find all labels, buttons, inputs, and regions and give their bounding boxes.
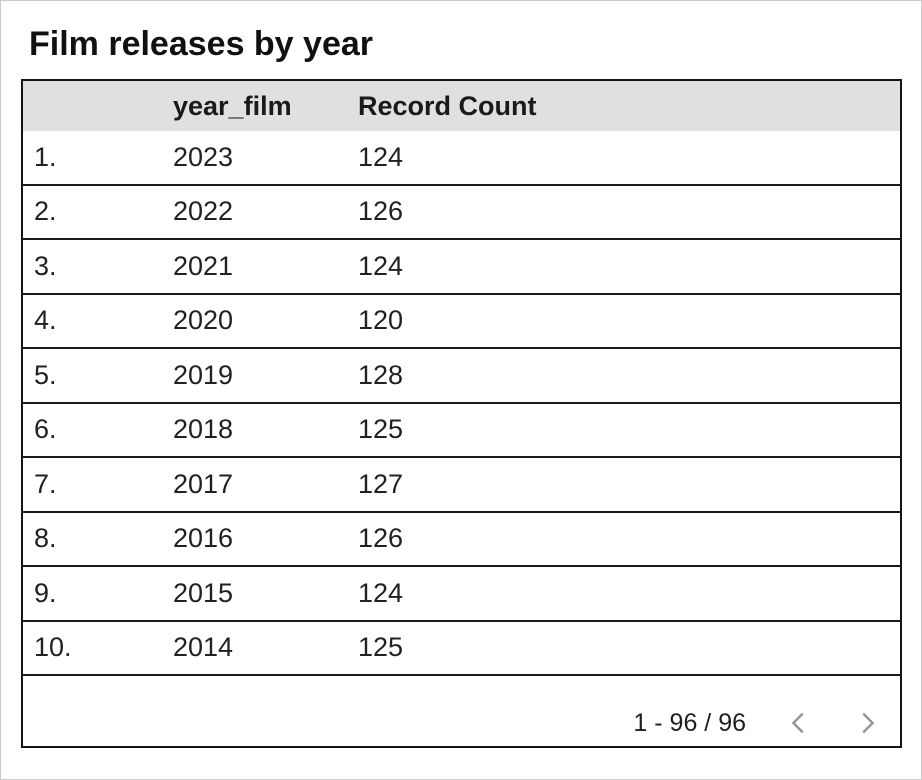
header-cell-record-count[interactable]: Record Count [358, 90, 537, 121]
table-row: 10. 2014 125 [23, 621, 900, 676]
table-row: 7. 2017 127 [23, 458, 900, 513]
cell-year-film: 2019 [173, 359, 234, 390]
table-body: 1. 2023 124 2. 2022 126 3. 2021 124 4. 2… [23, 131, 900, 676]
cell-record-count: 128 [358, 359, 404, 390]
cell-year-film: 2014 [173, 632, 234, 663]
cell-row-index: 8. [34, 523, 57, 554]
cell-year-film: 2015 [173, 577, 234, 608]
cell-row-index: 6. [34, 414, 57, 445]
cell-record-count: 124 [358, 250, 404, 281]
cell-year-film: 2022 [173, 196, 234, 227]
cell-year-film: 2018 [173, 414, 234, 445]
cell-record-count: 124 [358, 577, 404, 608]
cell-row-index: 3. [34, 250, 57, 281]
cell-year-film: 2016 [173, 523, 234, 554]
header-cell-year-film[interactable]: year_film [173, 90, 292, 121]
cell-row-index: 5. [34, 359, 57, 390]
chevron-left-icon [784, 708, 814, 738]
table-row: 4. 2020 120 [23, 294, 900, 349]
table-row: 5. 2019 128 [23, 349, 900, 404]
cell-record-count: 120 [358, 305, 404, 336]
data-table: year_film Record Count 1. 2023 124 2. 20… [21, 79, 902, 748]
chart-title: Film releases by year [29, 25, 374, 63]
chevron-right-icon [852, 708, 882, 738]
pagination-prev-button[interactable] [784, 708, 814, 738]
table-row: 1. 2023 124 [23, 131, 900, 186]
table-row: 3. 2021 124 [23, 240, 900, 295]
cell-record-count: 126 [358, 196, 404, 227]
table-row: 2. 2022 126 [23, 185, 900, 240]
cell-year-film: 2023 [173, 141, 234, 172]
cell-row-index: 4. [34, 305, 57, 336]
cell-year-film: 2020 [173, 305, 234, 336]
table-row: 9. 2015 124 [23, 567, 900, 622]
cell-year-film: 2017 [173, 468, 234, 499]
cell-row-index: 1. [34, 141, 57, 172]
cell-year-film: 2021 [173, 250, 234, 281]
cell-row-index: 9. [34, 577, 57, 608]
cell-record-count: 125 [358, 414, 404, 445]
cell-row-index: 2. [34, 196, 57, 227]
pagination-range-label: 1 - 96 / 96 [633, 708, 746, 737]
pagination-next-button[interactable] [852, 708, 882, 738]
cell-record-count: 126 [358, 523, 404, 554]
cell-record-count: 124 [358, 141, 404, 172]
table-header-row: year_film Record Count [23, 81, 900, 131]
table-row: 8. 2016 126 [23, 512, 900, 567]
cell-row-index: 10. [34, 632, 72, 663]
cell-record-count: 125 [358, 632, 404, 663]
table-row: 6. 2018 125 [23, 403, 900, 458]
cell-row-index: 7. [34, 468, 57, 499]
table-footer: 1 - 96 / 96 [23, 676, 900, 746]
cell-record-count: 127 [358, 468, 404, 499]
